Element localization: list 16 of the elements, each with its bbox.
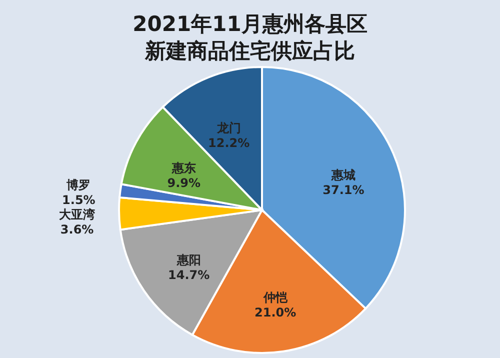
text: 新建商品住宅供应占比 xyxy=(145,39,355,63)
text: 2021年11月惠州各县区 xyxy=(132,12,368,36)
data-label: 1.5% xyxy=(62,193,96,208)
slice-label: 大亚湾 xyxy=(59,208,96,222)
data-label: 9.9% xyxy=(167,176,201,190)
slice-label: 惠东 xyxy=(170,161,196,176)
slice-label: 仲恺 xyxy=(262,290,288,305)
slice-label: 惠阳 xyxy=(176,253,201,268)
data-label: 14.7% xyxy=(168,268,210,282)
data-label: 3.6% xyxy=(60,222,94,237)
slice-label: 惠城 xyxy=(330,168,356,182)
slice-label: 龙门 xyxy=(216,120,241,135)
data-label: 12.2% xyxy=(208,136,250,150)
data-label: 21.0% xyxy=(254,306,296,320)
data-label: 37.1% xyxy=(322,183,364,198)
slice-label: 博罗 xyxy=(66,178,91,192)
